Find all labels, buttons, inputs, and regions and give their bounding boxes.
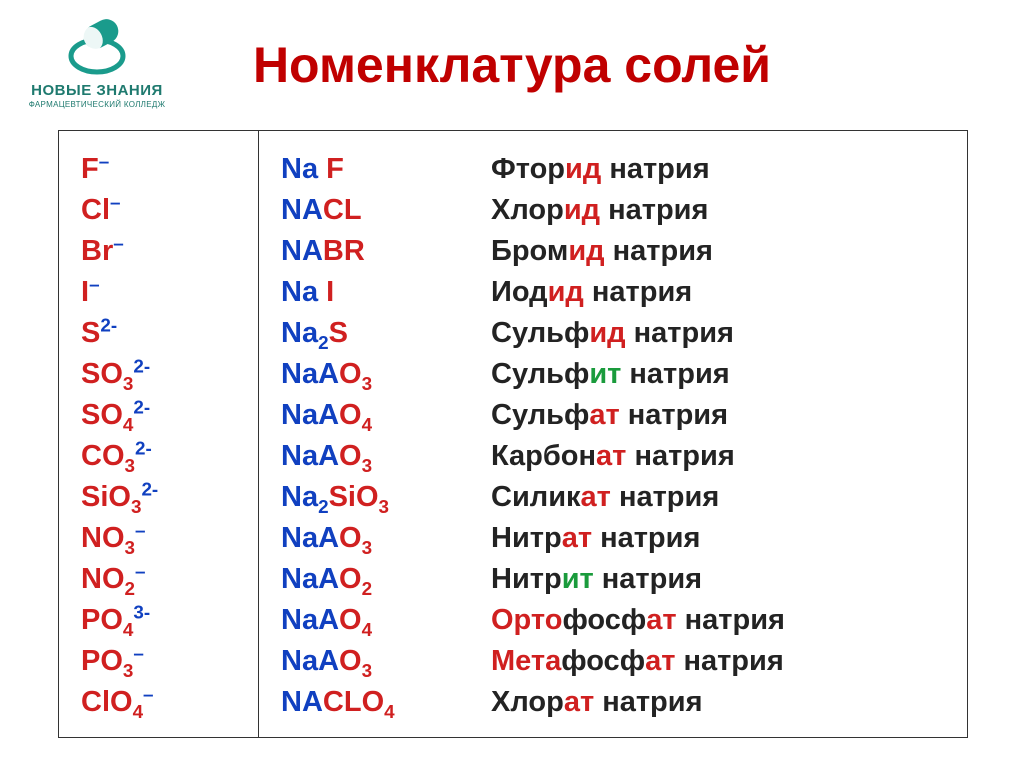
compound-row: Na2SiO3Силикат натрия [281,477,967,518]
compound-row: NaAO2Нитрит натрия [281,559,967,600]
compound-row: NaAO4Ортофосфат натрия [281,600,967,641]
ion-row: PO4 3- [81,600,258,641]
compounds-column: Na FФторид натрияNACLХлорид натрияNABRБр… [259,131,967,737]
ion-row: F – [81,149,258,190]
compound-name: Нитрит натрия [491,563,702,596]
compound-formula: Na F [281,153,491,186]
ion-row: NO3 – [81,518,258,559]
compound-formula: NaAO3 [281,522,491,555]
compound-formula: NaAO4 [281,604,491,637]
compound-name: Сульфат натрия [491,399,728,432]
compound-formula: Na2SiO3 [281,481,491,514]
compound-row: NaAO3Сульфит натрия [281,354,967,395]
logo-subtitle: ФАРМАЦЕВТИЧЕСКИЙ КОЛЛЕДЖ [22,100,172,109]
compound-name: Нитрат натрия [491,522,700,555]
compound-row: NaAO4Сульфат натрия [281,395,967,436]
compound-name: Фторид натрия [491,153,710,186]
compound-row: Na FФторид натрия [281,149,967,190]
ion-row: SO4 2- [81,395,258,436]
ion-row: SiO3 2- [81,477,258,518]
compound-row: NaAO3Нитрат натрия [281,518,967,559]
content-table: F –Cl –Br –I –S 2-SO3 2-SO4 2-CO3 2-SiO3… [58,130,968,738]
compound-formula: NaAO3 [281,645,491,678]
ion-row: Br – [81,231,258,272]
compound-formula: NACL [281,194,491,227]
compound-row: NACLХлорид натрия [281,190,967,231]
page-title: Номенклатура солей [0,36,1024,94]
compound-formula: Na2S [281,317,491,350]
compound-row: NaAO3Карбонат натрия [281,436,967,477]
ions-column: F –Cl –Br –I –S 2-SO3 2-SO4 2-CO3 2-SiO3… [59,131,259,737]
ion-row: I – [81,272,258,313]
compound-name: Карбонат натрия [491,440,735,473]
ion-row: Cl – [81,190,258,231]
ion-row: PO3 – [81,641,258,682]
compound-row: Na2SСульфид натрия [281,313,967,354]
compound-row: NACLO4Хлорат натрия [281,682,967,723]
compound-formula: NaAO2 [281,563,491,596]
compound-formula: NABR [281,235,491,268]
ion-row: S 2- [81,313,258,354]
compound-name: Сульфит натрия [491,358,730,391]
compound-formula: Na I [281,276,491,309]
compound-row: NaAO3Метафосфат натрия [281,641,967,682]
compound-formula: NaAO3 [281,358,491,391]
compound-formula: NaAO4 [281,399,491,432]
compound-formula: NaAO3 [281,440,491,473]
compound-formula: NACLO4 [281,686,491,719]
compound-name: Хлорид натрия [491,194,708,227]
compound-name: Бромид натрия [491,235,713,268]
compound-name: Иодид натрия [491,276,692,309]
ion-row: ClO4 – [81,682,258,723]
compound-row: NABRБромид натрия [281,231,967,272]
ion-row: CO3 2- [81,436,258,477]
ion-row: NO2 – [81,559,258,600]
compound-name: Силикат натрия [491,481,719,514]
compound-name: Хлорат натрия [491,686,703,719]
compound-name: Метафосфат натрия [491,645,784,678]
compound-name: Ортофосфат натрия [491,604,785,637]
compound-row: Na IИодид натрия [281,272,967,313]
ion-row: SO3 2- [81,354,258,395]
compound-name: Сульфид натрия [491,317,734,350]
